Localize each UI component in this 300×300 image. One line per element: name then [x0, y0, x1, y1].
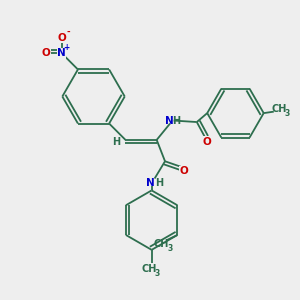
Text: O: O [57, 33, 66, 43]
Text: +: + [63, 43, 69, 52]
Text: O: O [42, 48, 50, 58]
Text: CH: CH [154, 239, 169, 249]
Text: N: N [165, 116, 174, 126]
Text: O: O [179, 166, 188, 176]
Text: CH: CH [142, 264, 157, 274]
Text: 3: 3 [167, 244, 172, 253]
Text: 3: 3 [155, 268, 160, 278]
Text: -: - [66, 28, 70, 37]
Text: 3: 3 [285, 109, 290, 118]
Text: N: N [146, 178, 155, 188]
Text: O: O [202, 137, 211, 147]
Text: N: N [57, 48, 66, 58]
Text: H: H [155, 178, 163, 188]
Text: H: H [172, 116, 181, 126]
Text: H: H [112, 137, 120, 147]
Text: CH: CH [272, 104, 287, 114]
